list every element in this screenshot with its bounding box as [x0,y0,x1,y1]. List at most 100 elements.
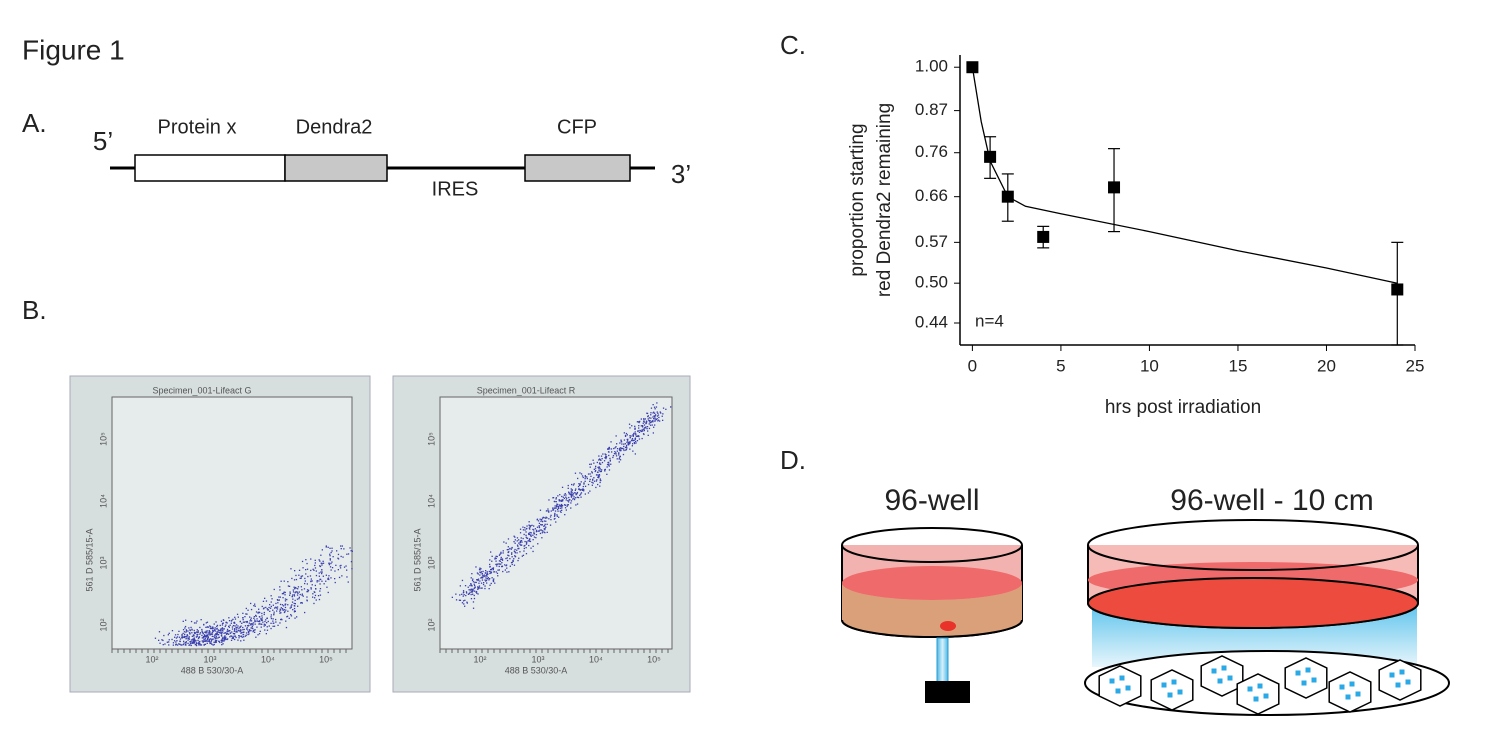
event-dot [178,636,181,638]
event-dot [513,564,516,566]
event-dot [242,629,244,631]
event-dot [482,583,485,586]
event-dot [652,432,654,434]
event-dot [300,602,302,604]
event-dot [261,619,263,621]
event-dot [260,623,262,625]
event-dot [492,580,495,583]
event-dot [578,488,580,490]
event-dot [485,570,487,572]
event-dot [280,607,282,609]
event-dot [647,415,649,418]
event-dot [627,441,630,444]
event-dot [306,596,308,598]
event-dot [238,627,240,629]
event-dot [646,421,648,423]
event-dot [256,618,258,620]
event-dot [188,637,190,639]
event-dot [212,629,214,631]
event-dot [339,567,342,569]
event-dot [597,471,599,473]
event-dot [495,563,497,566]
event-dot [477,573,479,575]
event-dot [622,447,624,450]
event-dot [487,577,489,580]
event-dot [220,632,222,634]
event-dot [544,527,546,530]
event-dot [505,557,507,560]
event-dot [222,638,224,640]
event-dot [596,461,598,464]
event-dot [329,566,332,568]
event-dot [334,578,336,580]
event-dot [202,632,204,635]
y-axis-label: proportion starting [847,123,868,276]
event-dot [610,441,612,443]
plot-frame [111,396,353,650]
event-dot [159,642,161,644]
event-dot [641,437,643,440]
event-dot [469,591,471,593]
event-dot [299,593,301,596]
event-dot [502,552,504,554]
event-dot [654,420,656,422]
event-dot [642,430,644,432]
event-dot [187,642,189,644]
event-dot [213,641,215,643]
event-dot [251,623,253,625]
event-dot [565,496,567,498]
event-cloud [451,402,672,609]
event-dot [241,636,243,638]
event-dot [154,637,157,639]
led-dot [1405,679,1411,685]
event-dot [560,511,562,513]
event-dot [319,590,321,592]
event-dot [232,618,234,620]
event-dot [490,568,492,571]
event-dot [266,622,268,624]
event-dot [539,509,542,511]
event-dot [291,604,293,606]
event-dot [202,641,204,643]
event-dot [623,449,625,452]
event-dot [526,537,528,539]
event-dot [499,560,502,562]
event-dot [319,565,322,568]
event-dot [626,447,628,449]
event-dot [243,636,245,638]
event-dot [494,558,496,560]
event-dot [523,545,525,547]
event-dot [560,499,562,501]
event-dot [543,528,545,530]
event-dot [269,607,272,609]
event-dot [247,625,250,627]
event-dot [490,582,492,585]
event-dot [298,574,300,576]
event-dot [189,644,191,646]
event-dot [300,586,302,588]
event-dot [215,633,217,636]
event-dot [472,581,475,583]
event-dot [525,534,527,536]
event-dot [557,503,559,506]
event-dot [478,582,480,584]
event-dot [260,618,262,620]
plot-y-tick: 10² [426,618,436,631]
event-dot [652,412,654,414]
event-dot [236,631,238,633]
event-dot [208,633,210,635]
event-dot [561,509,563,511]
event-dot [496,572,499,574]
event-dot [560,505,562,507]
event-dot [270,605,272,608]
event-dot [220,620,223,622]
event-dot [583,482,585,484]
event-dot [459,585,461,587]
event-dot [305,573,307,575]
event-dot [624,446,627,449]
event-dot [634,453,636,455]
event-dot [321,562,323,565]
event-dot [263,613,265,616]
event-dot [203,644,205,646]
event-dot [492,567,494,570]
